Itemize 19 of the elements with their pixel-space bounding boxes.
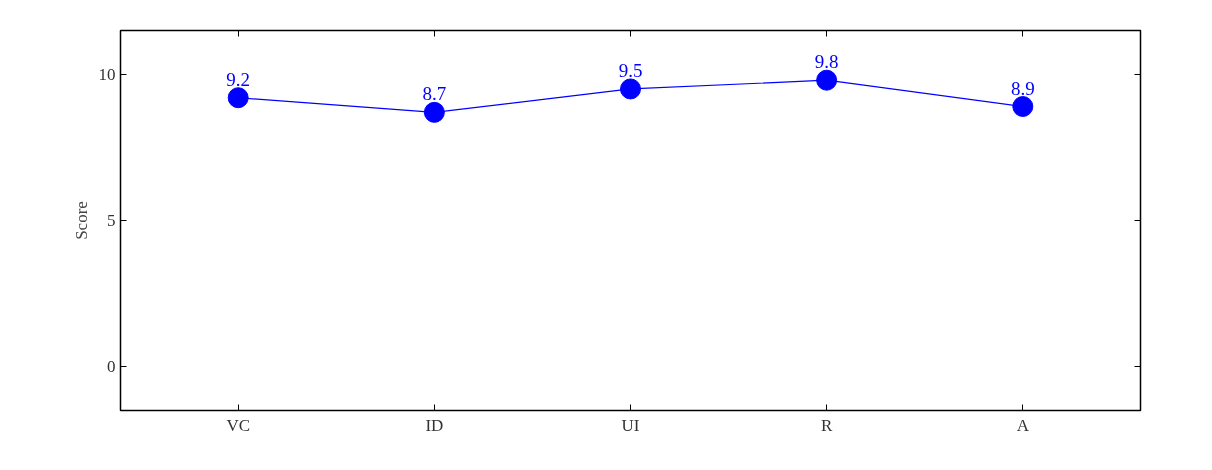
y-tick-label: 5 — [107, 211, 116, 230]
point — [816, 69, 838, 91]
x-tick-label: VC — [226, 415, 251, 435]
data-label: 8.9 — [1010, 77, 1035, 99]
point — [423, 101, 445, 123]
point — [227, 87, 249, 109]
y-tick-label: 0 — [107, 357, 116, 377]
x-tick-label: A — [1016, 415, 1030, 435]
data-label: 9.5 — [618, 59, 643, 81]
y-tick-label: 10 — [98, 64, 116, 84]
data-label: 8.7 — [422, 83, 447, 105]
x-tick-label: R — [820, 415, 833, 435]
point — [620, 78, 641, 100]
y-axis-title: Score — [71, 201, 91, 240]
point — [1012, 96, 1034, 117]
data-label: 9.8 — [814, 51, 839, 73]
data-label: 9.2 — [226, 68, 251, 90]
x-tick-label: UI — [621, 415, 640, 435]
x-tick-label: ID — [425, 415, 444, 435]
